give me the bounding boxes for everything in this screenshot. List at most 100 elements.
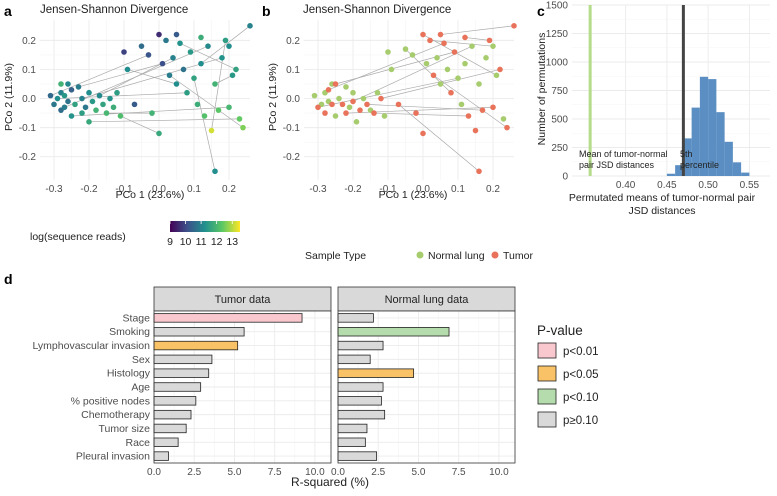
facet-strip-label: Tumor data	[215, 294, 272, 306]
color-legend-tick-label: 13	[226, 236, 238, 248]
sample-point	[219, 55, 225, 61]
tumor-point	[420, 31, 426, 38]
tumor-point	[472, 127, 479, 134]
pvalue-legend-swatch	[537, 365, 557, 382]
tumor-point	[325, 87, 332, 93]
facet-xtick-label: 2.5	[371, 467, 385, 478]
legend-label-normal-lung: Normal lung	[428, 250, 485, 262]
tumor-point	[451, 49, 458, 55]
tumor-point	[350, 98, 356, 105]
color-legend-ticks: 9 10 11 12 13	[167, 221, 238, 248]
r-squared-bar	[337, 368, 415, 378]
tumor-point	[378, 95, 384, 102]
annotation-percentile-line2: percentile	[680, 160, 719, 170]
sample-point	[198, 34, 204, 41]
legend-swatch-normal-lung	[416, 251, 424, 259]
panel-c-ytick-label: 250	[551, 143, 568, 154]
panel-c-xtick-label: 0.45	[657, 180, 677, 191]
panel-c-xtick-label: 0.40	[616, 180, 636, 191]
panel-a-scatter: -0.3 -0.2 -0.1 0.0 0.1 0.2 -0.2 -0.1 0.0 0.1 0.2	[19, 20, 253, 195]
color-legend-bar	[170, 221, 240, 232]
panel-c-xlabel-line1: Permutated means of tumor-normal pair	[569, 192, 756, 204]
sample-point	[107, 95, 113, 102]
sample-point	[180, 66, 187, 73]
r-squared-bar	[153, 327, 245, 337]
pair-line	[120, 115, 160, 134]
facet-xtick-label: 10.0	[489, 467, 509, 478]
pair-line	[88, 118, 240, 123]
normal-lung-point	[346, 104, 353, 111]
facet-xtick-label: 2.5	[187, 467, 201, 478]
a-ytick-label: 0.1	[22, 65, 36, 76]
r-squared-bar	[337, 354, 371, 365]
color-legend-tick-label: 9	[167, 236, 173, 248]
sample-point	[212, 81, 218, 87]
r-squared-bar	[337, 451, 378, 461]
sample-point	[138, 43, 145, 49]
category-label: % positive nodes	[71, 395, 150, 407]
category-label: Sex	[132, 354, 151, 366]
r-squared-bar	[153, 437, 179, 447]
r-squared-bar	[337, 437, 366, 447]
sample-point	[184, 89, 190, 96]
pair-line	[366, 104, 483, 111]
panel-letter-b: b	[262, 3, 271, 19]
panel-letter-d: d	[4, 271, 13, 287]
r-squared-bar	[337, 340, 384, 351]
panel-b-ylabel: PCo 2 (11.9%)	[267, 63, 279, 131]
facet-strip-label: Normal lung data	[385, 294, 470, 306]
r-squared-bar	[337, 423, 368, 434]
panel-b-grid	[304, 20, 514, 180]
sample-point	[89, 98, 96, 105]
histogram-bar	[691, 107, 700, 176]
facet-xtick-label: 5.0	[412, 467, 426, 478]
pair-line	[422, 34, 497, 76]
sample-point	[54, 95, 61, 102]
sample-point	[205, 43, 211, 49]
a-ytick-label: -0.2	[19, 152, 37, 163]
sample-point	[170, 55, 176, 61]
a-ytick-label: 0.2	[22, 36, 36, 47]
facet-xtick-label: 7.5	[268, 467, 282, 478]
pair-line	[328, 42, 445, 91]
b-xtick-label: -0.3	[309, 184, 327, 195]
sample-point	[156, 130, 162, 137]
normal-lung-point	[423, 60, 430, 67]
normal-lung-point	[385, 49, 391, 55]
category-label: Stage	[123, 312, 151, 324]
r-squared-bar	[337, 396, 382, 406]
pair-line	[433, 74, 508, 128]
sample-point	[124, 66, 131, 73]
r-squared-bar	[337, 409, 386, 420]
tumor-point	[465, 113, 472, 119]
pair-line	[78, 63, 163, 88]
sample-point	[93, 107, 99, 113]
facet-strip	[153, 286, 332, 312]
normal-lung-point	[490, 43, 496, 49]
histogram-bar	[699, 76, 709, 176]
pair-line	[429, 40, 494, 47]
pair-line	[464, 37, 490, 41]
normal-lung-point	[469, 43, 475, 49]
sample-point	[233, 66, 239, 73]
r-squared-bar	[153, 409, 192, 420]
normal-lung-point	[455, 75, 461, 81]
histogram-bar	[741, 172, 750, 176]
r-squared-bar	[153, 354, 213, 365]
sample-point	[247, 23, 253, 29]
annotation-percentile-line1: 5th	[680, 149, 693, 159]
panel-c-ytick-label: 1250	[546, 29, 569, 40]
sample-point	[117, 113, 124, 119]
r-squared-bar	[153, 368, 210, 378]
tumor-point	[497, 66, 503, 73]
legend-swatch-tumor	[491, 251, 499, 259]
category-label: Histology	[107, 368, 151, 380]
panel-d-category-labels: Stage Smoking Lymphovascular invasion Sex Hi…	[32, 312, 150, 462]
sample-point	[82, 104, 89, 111]
tumor-point	[486, 37, 493, 44]
normal-lung-point	[311, 92, 318, 99]
histogram-bar	[708, 79, 717, 176]
pair-line	[200, 25, 251, 64]
normal-lung-point	[353, 119, 360, 125]
